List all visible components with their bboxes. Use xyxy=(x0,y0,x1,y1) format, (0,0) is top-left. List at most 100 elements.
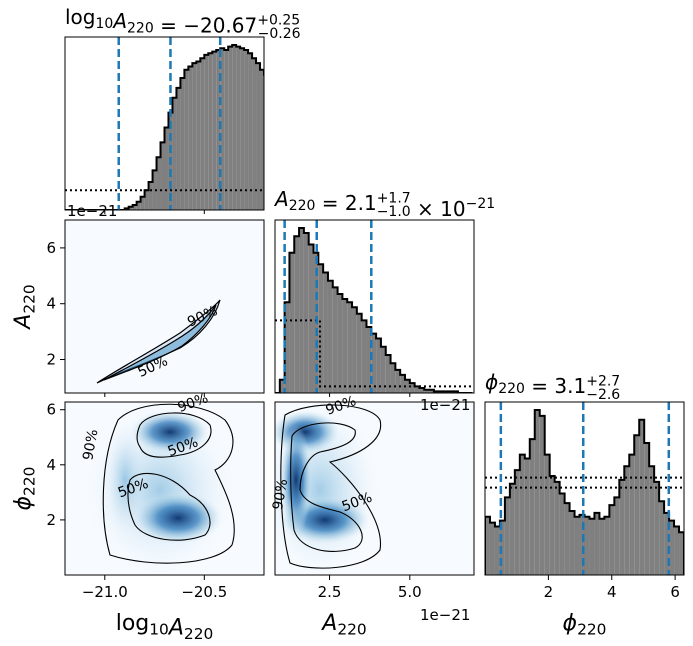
hist-bar-log10_A220 xyxy=(228,46,233,210)
hist-bar-phi220 xyxy=(639,419,645,575)
x-axis-label-phi-var: ϕ xyxy=(563,611,578,636)
hist-bar-log10_A220 xyxy=(260,69,264,210)
hist-bar-A220 xyxy=(390,363,396,393)
hist-bar-A220 xyxy=(414,386,420,393)
hist-bar-A220 xyxy=(284,302,290,393)
panel-title-log10_A220-sub: −0.26 xyxy=(258,26,301,42)
hidden-offset-label-log10A-hist: 1e−21 xyxy=(67,202,117,220)
hist-bar-A220 xyxy=(366,327,372,393)
hist-bar-A220 xyxy=(385,355,391,393)
hist-bar-A220 xyxy=(376,338,381,393)
ytick-label-A220-0: 2 xyxy=(46,351,56,369)
hist-bar-A220 xyxy=(395,369,401,393)
hist-bar-phi220 xyxy=(494,526,500,575)
hist-bar-phi220 xyxy=(489,522,495,575)
hist-bar-A220 xyxy=(289,252,295,393)
histogram-body-phi220 xyxy=(485,409,684,575)
histograms xyxy=(65,37,684,575)
hist-bar-log10_A220 xyxy=(240,48,245,210)
hist-bar-phi220 xyxy=(679,532,684,575)
hist-bar-log10_A220 xyxy=(256,63,261,210)
hist-outline-log10_A220 xyxy=(65,44,264,210)
hist-bar-log10_A220 xyxy=(176,87,181,210)
panel-title-log10_A220-var: A xyxy=(111,9,127,33)
hist-bar-phi220 xyxy=(654,481,660,575)
hist-bar-log10_A220 xyxy=(232,45,237,210)
histogram-phi220 xyxy=(485,402,684,575)
hist-bar-A220 xyxy=(308,244,314,393)
panel-title-log10_A220: log10A220 = −20.67+0.25 −0.26 xyxy=(65,5,301,42)
xtick-label-A220-0: 2.5 xyxy=(318,583,342,601)
hist-bar-log10_A220 xyxy=(196,61,201,210)
xtick-label-phi220-1: 4 xyxy=(607,583,617,601)
hist-bar-log10_A220 xyxy=(252,58,257,210)
panel-title-phi220-sup: +2.7 xyxy=(586,374,620,390)
hist-bar-log10_A220 xyxy=(220,48,225,210)
density-phi-vs-A xyxy=(275,405,380,575)
x-axis-label-log10A: log10A220 xyxy=(116,611,214,643)
hist-bar-log10_A220 xyxy=(172,97,177,210)
y-axis-label-phi-var: ϕ xyxy=(11,496,36,511)
hist-bar-log10_A220 xyxy=(164,127,169,210)
xtick-label-phi220-2: 6 xyxy=(670,583,680,601)
contours-phi-vs-A xyxy=(280,404,382,569)
hist-bar-phi220 xyxy=(604,516,610,575)
panel-title-phi220-var: ϕ xyxy=(485,370,498,394)
x-axis-label-log10A-sub1: 10 xyxy=(149,621,169,639)
hist-bar-A220 xyxy=(342,298,348,393)
hist-bar-phi220 xyxy=(554,481,560,575)
hist-bar-phi220 xyxy=(674,526,680,575)
x-offset-label-A: 1e−21 xyxy=(420,606,470,624)
hist-bar-phi220 xyxy=(619,479,625,575)
hist-bar-log10_A220 xyxy=(136,201,141,210)
hist-bar-phi220 xyxy=(499,520,505,575)
contours-A-vs-log10A xyxy=(96,299,221,384)
panel-title-phi220-sub2: 220 xyxy=(498,381,525,397)
hist-bar-phi220 xyxy=(589,518,595,575)
hist-bar-log10_A220 xyxy=(204,54,209,210)
panel-title-phi220-middle: = 3.1 xyxy=(525,374,586,398)
panel-title-A220-sub2: 220 xyxy=(289,198,316,214)
panel-title-A220-suffix: × 10 xyxy=(411,197,466,221)
hist-bar-log10_A220 xyxy=(224,49,229,210)
hist-bar-phi220 xyxy=(539,415,545,575)
hist-bar-A220 xyxy=(318,264,324,393)
hist-bar-A220 xyxy=(332,287,338,393)
hist-bar-phi220 xyxy=(549,476,555,575)
panel-title-log10_A220-sub2: 220 xyxy=(127,20,154,36)
ytick-label-phi220-0: 2 xyxy=(46,511,56,529)
hist-bar-log10_A220 xyxy=(128,206,133,210)
hist-bar-phi220 xyxy=(574,516,580,575)
hist-bar-phi220 xyxy=(559,493,565,575)
hist-bar-log10_A220 xyxy=(132,205,137,210)
hist-bar-phi220 xyxy=(564,503,570,575)
hist-bar-phi220 xyxy=(594,512,600,575)
hist-bar-log10_A220 xyxy=(188,66,193,210)
hist-bar-phi220 xyxy=(524,458,530,575)
contours-phi-vs-log10A xyxy=(102,403,235,564)
x-axis-label-phi-sub2: 220 xyxy=(577,621,606,639)
ytick-label-A220-2: 6 xyxy=(46,239,56,257)
panel-title-A220-sup: +1.7 xyxy=(377,191,411,207)
hist-bar-phi220 xyxy=(624,466,630,575)
hist-outline-A220 xyxy=(275,227,473,393)
hist-outline-phi220 xyxy=(485,409,684,575)
panel-title-A220-middle: = 2.1 xyxy=(315,191,376,215)
hidden-offset-label-A-hist: 1e−21 xyxy=(420,396,470,414)
hist-bar-A220 xyxy=(404,379,410,393)
density-phi-vs-log10A xyxy=(85,405,235,575)
x-axis-label-A-var: A xyxy=(320,611,337,636)
hist-bar-A220 xyxy=(356,313,362,393)
hist-bar-log10_A220 xyxy=(216,49,221,210)
hist-bar-log10_A220 xyxy=(236,46,241,210)
hist-bar-A220 xyxy=(400,374,405,393)
hist-bar-A220 xyxy=(429,389,434,393)
panel-title-A220: A220 = 2.1+1.7 −1.0 × 10−21 xyxy=(273,187,495,221)
hist-bar-phi220 xyxy=(629,454,635,575)
hist-bar-phi220 xyxy=(544,454,550,575)
y-axis-label-phi: ϕ220 xyxy=(11,467,39,511)
y-axis-label-A-sub2: 220 xyxy=(21,284,39,313)
hist-bar-A220 xyxy=(303,232,309,393)
